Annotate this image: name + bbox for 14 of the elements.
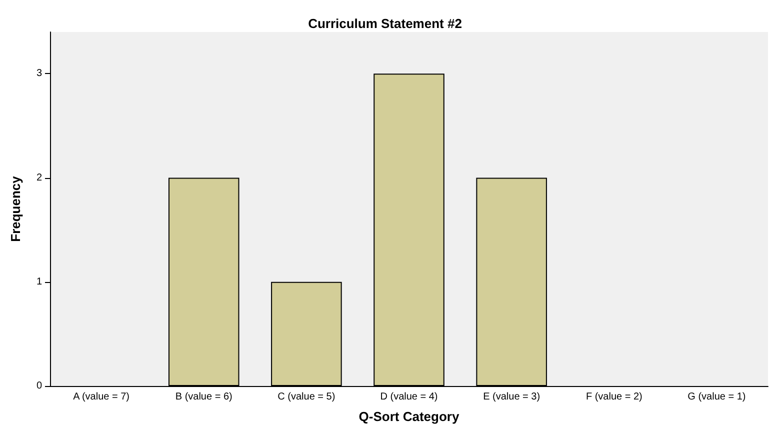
y-tick-label: 0 bbox=[36, 380, 42, 392]
y-tick-label: 2 bbox=[36, 172, 42, 184]
y-axis-title: Frequency bbox=[8, 175, 23, 242]
x-tick-label: B (value = 6) bbox=[175, 392, 232, 402]
x-axis-title: Q-Sort Category bbox=[358, 409, 460, 424]
x-tick-label: E (value = 3) bbox=[483, 392, 540, 402]
x-tick-label: G (value = 1) bbox=[688, 392, 746, 402]
chart-title: Curriculum Statement #2 bbox=[308, 16, 462, 31]
y-tick-label: 1 bbox=[36, 276, 42, 288]
x-tick-label: F (value = 2) bbox=[586, 392, 642, 402]
x-tick-label: D (value = 4) bbox=[380, 392, 438, 402]
x-tick-label: C (value = 5) bbox=[278, 392, 336, 402]
y-tick-label: 3 bbox=[36, 68, 42, 80]
x-tick-label: A (value = 7) bbox=[73, 392, 130, 402]
